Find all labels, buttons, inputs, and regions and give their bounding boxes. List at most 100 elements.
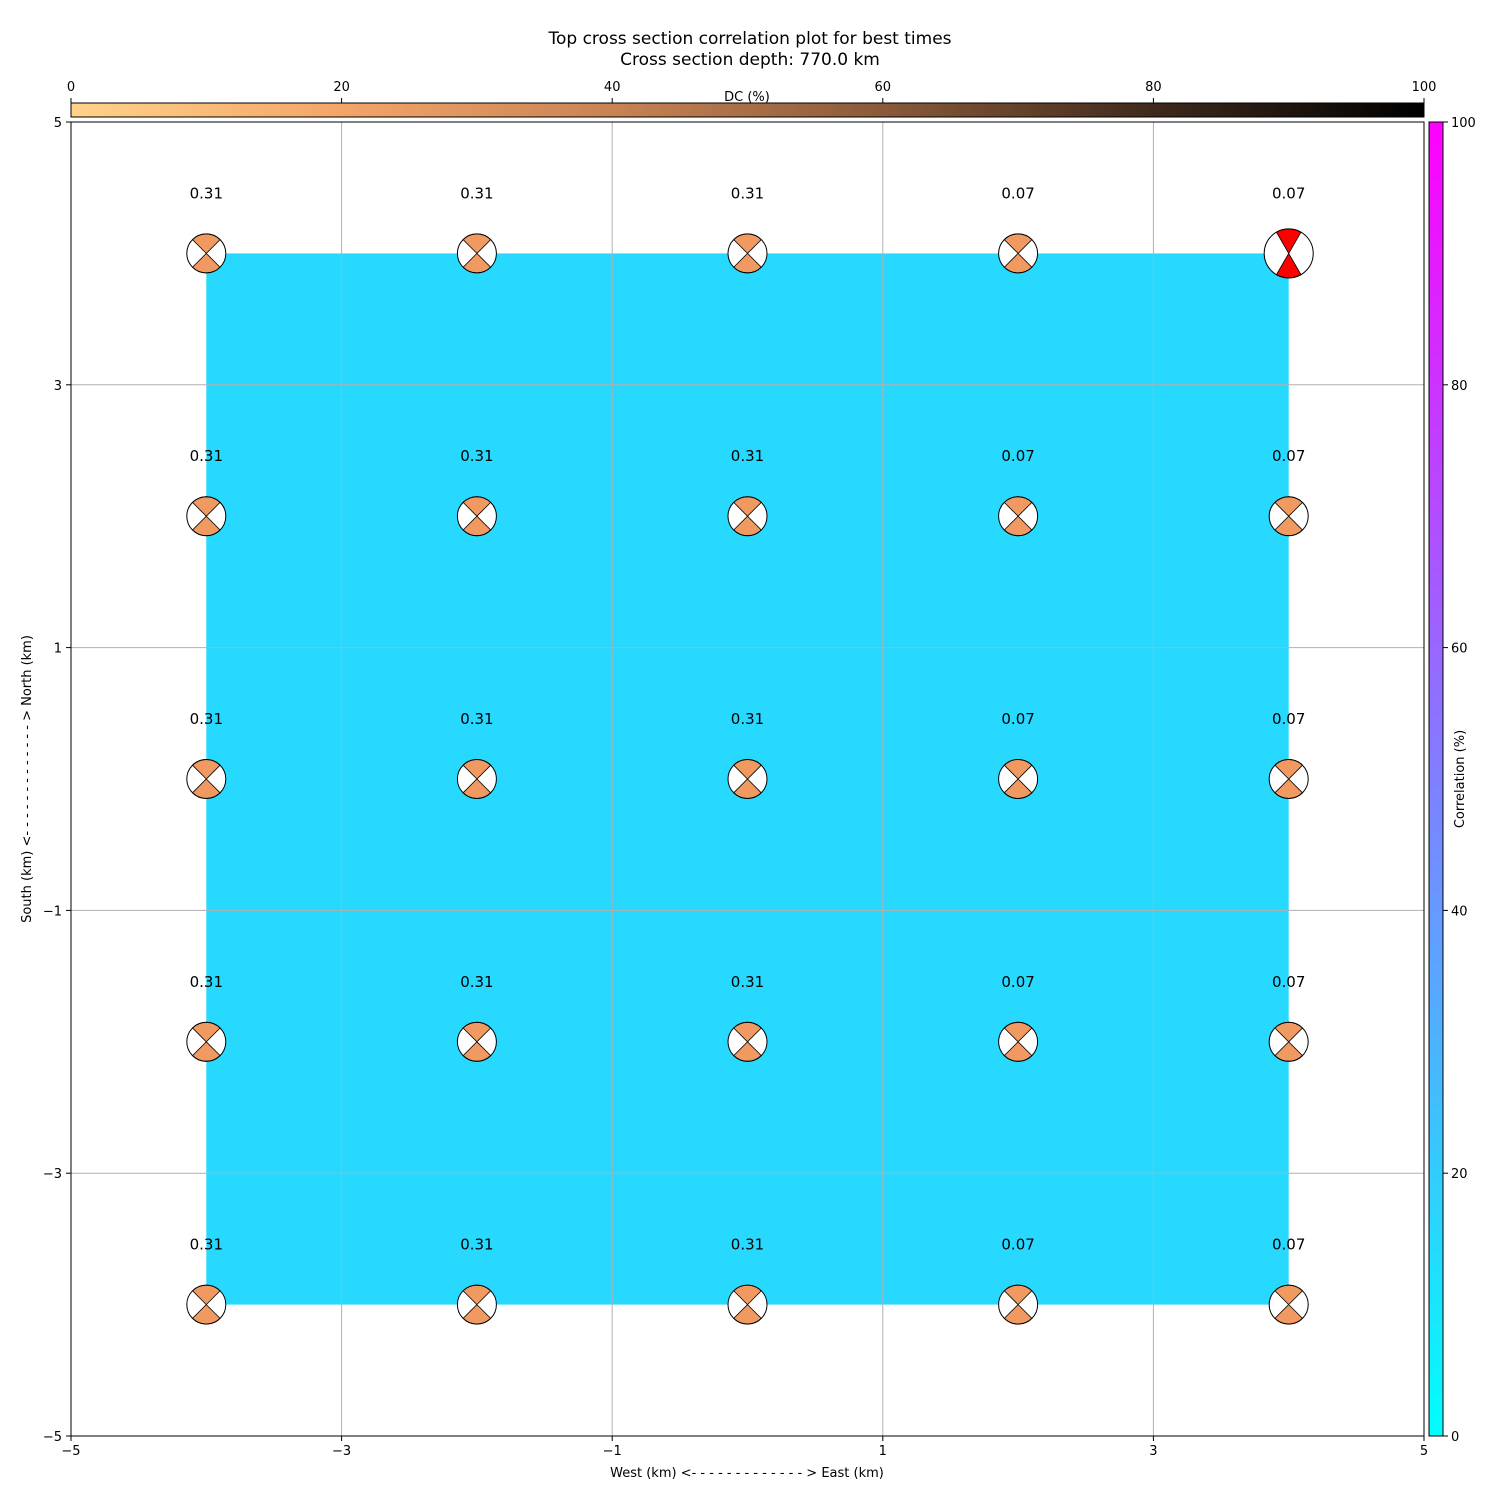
beachball-marker (998, 1021, 1039, 1062)
beachball-outline (186, 1021, 227, 1062)
x-axis: −5 −3 −1 1 3 5 (61, 1436, 1428, 1459)
chart-subtitle: Cross section depth: 770.0 km (620, 50, 880, 70)
value-label: 0.07 (1272, 973, 1305, 991)
beachball-outline (998, 759, 1039, 799)
dc-colorbar: DC (%) 0 20 40 60 80 100 (67, 80, 1437, 118)
beachball-outline (186, 496, 227, 537)
value-label: 0.07 (1001, 184, 1034, 202)
beachball-outline (1268, 496, 1309, 537)
beachball-marker (456, 1021, 497, 1062)
beachball-marker (727, 496, 768, 537)
value-label: 0.31 (190, 184, 223, 202)
value-label: 0.31 (731, 710, 764, 728)
correlation-colorbar: Correlation (%) 0 20 40 60 80 100 (1428, 116, 1476, 1445)
beachball-marker (727, 1284, 768, 1325)
value-label: 0.31 (731, 184, 764, 202)
beachball-outline (186, 233, 227, 274)
beachball-outline (727, 759, 768, 799)
value-label: 0.31 (731, 447, 764, 465)
x-tick-label: 3 (1149, 1444, 1157, 1459)
y-tick-label: −3 (43, 1167, 62, 1182)
y-tick-label: 3 (54, 379, 62, 394)
dc-tick-label: 0 (67, 80, 75, 95)
beachball-marker (998, 233, 1039, 274)
beachball-outline (456, 1021, 497, 1062)
correlation-tick-label: 40 (1451, 904, 1468, 919)
beachball-marker (186, 1021, 227, 1062)
dc-tick-label: 100 (1412, 80, 1437, 95)
correlation-tick-label: 20 (1451, 1167, 1468, 1182)
beachball-outline (186, 759, 227, 799)
x-axis-label: West (km) <- - - - - - - - - - - - - > E… (610, 1466, 884, 1481)
beachball-outline (998, 233, 1039, 274)
x-tick-label: −3 (332, 1444, 351, 1459)
beachball-marker (998, 1284, 1039, 1325)
value-label: 0.31 (460, 973, 493, 991)
beachball-outline (186, 1284, 227, 1325)
beachball-outline (456, 1284, 497, 1325)
value-label: 0.31 (190, 973, 223, 991)
x-tick-label: −5 (61, 1444, 80, 1459)
correlation-tick-label: 0 (1451, 1430, 1459, 1445)
value-label: 0.07 (1001, 710, 1034, 728)
beachball-outline (727, 233, 768, 274)
dc-tick-label: 40 (604, 80, 621, 95)
beachball-marker (456, 496, 497, 537)
value-label: 0.31 (731, 973, 764, 991)
y-tick-label: 1 (54, 642, 62, 657)
beachball-outline (727, 496, 768, 537)
beachball-marker (1268, 1021, 1309, 1062)
beachball-marker (456, 759, 497, 799)
beachball-outline (456, 759, 497, 799)
x-tick-label: 5 (1420, 1444, 1428, 1459)
beachball-outline (1263, 228, 1314, 279)
value-label: 0.31 (460, 1236, 493, 1254)
correlation-colorbar-label: Correlation (%) (1453, 730, 1468, 828)
value-label: 0.07 (1272, 710, 1305, 728)
y-axis-label: South (km) <- - - - - - - - - - - - - > … (20, 635, 35, 923)
value-label: 0.07 (1272, 1236, 1305, 1254)
beachball-marker (186, 496, 227, 537)
dc-colorbar-gradient (70, 102, 1425, 118)
dc-colorbar-label: DC (%) (724, 90, 770, 105)
correlation-colorbar-gradient (1428, 121, 1444, 1437)
x-tick-label: 1 (879, 1444, 887, 1459)
dc-tick-label: 80 (1145, 80, 1162, 95)
value-label: 0.07 (1001, 1236, 1034, 1254)
beachball-marker (727, 233, 768, 274)
beachball-outline (1268, 1021, 1309, 1062)
beachball-marker (1263, 228, 1314, 279)
grid-lines (71, 122, 1424, 1436)
beachball-outline (456, 496, 497, 537)
beachball-outline (998, 1021, 1039, 1062)
plot-frame (70, 121, 1425, 1437)
beachball-outline (998, 1284, 1039, 1325)
beachball-outline (456, 233, 497, 274)
value-label: 0.07 (1272, 184, 1305, 202)
beachball-marker (456, 233, 497, 274)
y-tick-label: −5 (43, 1430, 62, 1445)
beachball-marker (186, 233, 227, 274)
beachball-outline (998, 496, 1039, 537)
value-label: 0.31 (731, 1236, 764, 1254)
value-label: 0.07 (1272, 447, 1305, 465)
value-label: 0.31 (460, 184, 493, 202)
y-tick-label: 5 (54, 116, 62, 131)
value-label: 0.31 (190, 1236, 223, 1254)
beachball-marker (1268, 759, 1309, 799)
beachball-marker (1268, 1284, 1309, 1325)
correlation-tick-label: 60 (1451, 642, 1468, 657)
beachball-marker (727, 759, 768, 799)
dc-tick-label: 60 (875, 80, 892, 95)
beachball-marker (456, 1284, 497, 1325)
y-axis: −5 −3 −1 1 3 5 (43, 116, 71, 1445)
beachball-marker (1268, 496, 1309, 537)
correlation-tick-label: 100 (1451, 116, 1476, 131)
dc-tick-label: 20 (333, 80, 350, 95)
y-tick-label: −1 (43, 904, 62, 919)
beachball-marker (186, 1284, 227, 1325)
correlation-tick-label: 80 (1451, 379, 1468, 394)
x-tick-label: −1 (603, 1444, 622, 1459)
beachball-marker (998, 496, 1039, 537)
